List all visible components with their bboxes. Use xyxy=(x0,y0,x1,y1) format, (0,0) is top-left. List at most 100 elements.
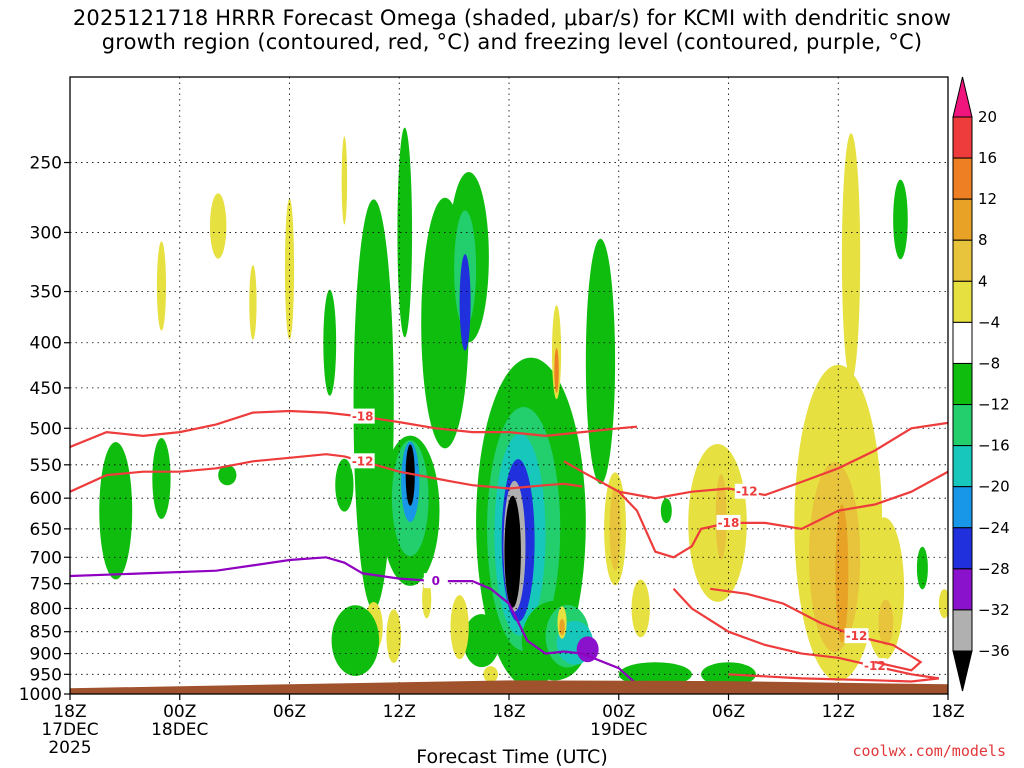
omega-blob-0 xyxy=(99,441,133,580)
colorbar-swatch-2 xyxy=(952,198,973,241)
omega-shading xyxy=(99,127,948,689)
omega-blob-60 xyxy=(938,589,948,619)
x-tick-label-0-1: 17DEC xyxy=(41,720,98,740)
y-tick-label-2: 900 xyxy=(30,645,62,665)
colorbar-swatch-10 xyxy=(952,527,973,570)
omega-blob-6 xyxy=(284,198,295,340)
y-tick-label-10: 500 xyxy=(30,419,62,439)
omega-blob-55 xyxy=(841,133,861,382)
colorbar-label-9: −20 xyxy=(978,478,1010,496)
site-credit: coolwx.com/models xyxy=(852,742,1006,760)
omega-blob-39 xyxy=(331,605,380,676)
colorbar: 20 16 12 8 4 −4 −8 −12 −16 −20 −24 −28 −32 −36 xyxy=(952,76,1010,692)
contour-label-bg-5 xyxy=(844,628,869,644)
contour-label-0: -18 xyxy=(352,410,374,424)
x-tick-label-0-2: 2025 xyxy=(48,738,91,758)
y-tick-label-3: 850 xyxy=(30,623,62,643)
omega-blob-36 xyxy=(450,595,469,660)
colorbar-label-8: −16 xyxy=(978,437,1010,455)
colorbar-label-12: −32 xyxy=(978,601,1010,619)
contour-label-2: -12 xyxy=(736,485,758,499)
y-tick-label-12: 400 xyxy=(30,334,62,354)
omega-blob-1 xyxy=(152,437,171,520)
y-tick-label-6: 700 xyxy=(30,548,62,568)
colorbar-label-7: −12 xyxy=(978,396,1010,414)
omega-blob-30 xyxy=(576,636,599,663)
colorbar-label-2: 12 xyxy=(978,190,997,208)
y-tick-label-5: 750 xyxy=(30,575,62,595)
colorbar-swatch-9 xyxy=(952,486,973,529)
x-tick-label-5-0: 00Z xyxy=(602,702,635,722)
contour-label-bg-3 xyxy=(716,514,741,530)
colorbar-swatch-3 xyxy=(952,239,973,282)
ground-surface xyxy=(70,680,948,694)
chart-title: 2025121718 HRRR Forecast Omega (shaded, … xyxy=(0,6,1024,54)
colorbar-label-5: −4 xyxy=(978,313,1000,331)
omega-blob-26 xyxy=(463,614,500,668)
x-axis-label: Forecast Time (UTC) xyxy=(416,746,608,768)
colorbar-label-11: −28 xyxy=(978,560,1010,578)
colorbar-swatch-11 xyxy=(952,568,973,611)
contour-label-bg-2 xyxy=(734,483,759,499)
y-tick-label-8: 600 xyxy=(30,489,62,509)
omega-blob-35 xyxy=(585,238,616,485)
omega-blob-57 xyxy=(878,599,894,646)
x-tick-label-5-1: 19DEC xyxy=(590,720,647,740)
omega-blob-12 xyxy=(397,127,413,338)
omega-blob-16 xyxy=(405,444,415,506)
omega-blob-56 xyxy=(863,517,905,661)
omega-blob-19 xyxy=(459,254,471,351)
x-tick-label-1-1: 18DEC xyxy=(151,720,208,740)
omega-blob-5 xyxy=(249,264,257,340)
omega-blob-32 xyxy=(559,618,565,636)
omega-blob-40 xyxy=(386,609,402,663)
contour-label-bg-6 xyxy=(423,573,448,589)
x-tick-label-4-0: 18Z xyxy=(492,702,525,722)
title-line-2: growth region (contoured, red, °C) and f… xyxy=(101,30,923,54)
colorbar-swatch-5 xyxy=(952,321,973,364)
colorbar-swatch-1 xyxy=(952,157,973,200)
contour-label-5: -12 xyxy=(846,629,868,643)
colorbar-swatch-8 xyxy=(952,445,973,488)
x-tick-label-3-0: 12Z xyxy=(383,702,416,722)
omega-blob-54 xyxy=(835,504,849,643)
contour-label-bg-4 xyxy=(862,658,887,674)
y-tick-label-13: 350 xyxy=(30,283,62,303)
contour-label-3: -18 xyxy=(718,516,740,530)
contour-label-bg-1 xyxy=(350,453,375,469)
colorbar-label-13: −36 xyxy=(978,642,1010,660)
colorbar-swatch-7 xyxy=(952,404,973,447)
y-tick-label-14: 300 xyxy=(30,223,62,243)
x-tick-label-8-0: 18Z xyxy=(931,702,964,722)
y-tick-label-4: 800 xyxy=(30,599,62,619)
omega-blob-3 xyxy=(156,241,167,331)
omega-blob-42 xyxy=(483,666,499,683)
y-tick-label-1: 950 xyxy=(30,665,62,685)
colorbar-bottom-arrow xyxy=(952,650,973,692)
x-tick-label-6-0: 06Z xyxy=(712,702,745,722)
colorbar-label-3: 8 xyxy=(978,231,988,249)
surface-terrain xyxy=(70,680,948,694)
y-tick-label-15: 250 xyxy=(30,154,62,174)
contour-lines: -18 -12 -12 -18 -12 -12 0 xyxy=(70,408,948,686)
colorbar-label-6: −8 xyxy=(978,354,1000,372)
y-tick-label-0: 1000 xyxy=(19,685,62,705)
title-line-1: 2025121718 HRRR Forecast Omega (shaded, … xyxy=(72,6,952,30)
y-tick-label-11: 450 xyxy=(30,379,62,399)
x-tick-label-1-0: 00Z xyxy=(163,702,196,722)
colorbar-top-arrow xyxy=(952,76,973,118)
contour-label-bg-0 xyxy=(350,408,375,424)
contour-label-6: 0 xyxy=(432,574,440,588)
colorbar-swatch-0 xyxy=(952,116,973,159)
colorbar-label-10: −24 xyxy=(978,519,1010,537)
colorbar-swatch-12 xyxy=(952,609,973,652)
omega-blob-4 xyxy=(209,193,227,259)
y-tick-label-9: 550 xyxy=(30,456,62,476)
colorbar-label-0: 20 xyxy=(978,108,997,126)
colorbar-swatch-4 xyxy=(952,280,973,323)
x-tick-label-7-0: 12Z xyxy=(822,702,855,722)
colorbar-swatch-6 xyxy=(952,362,973,406)
